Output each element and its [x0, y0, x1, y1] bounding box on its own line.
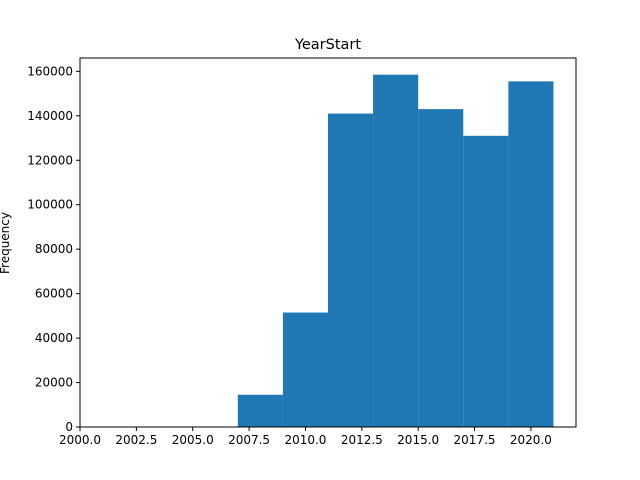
y-tick-label: 140000: [27, 109, 73, 123]
histogram-bar-4: [282, 312, 328, 427]
x-tick-label: 2005.0: [172, 433, 214, 447]
y-axis-label: Frequency: [0, 212, 12, 274]
y-tick-label: 60000: [35, 287, 73, 301]
histogram-bar-9: [508, 81, 554, 427]
x-axis-ticks: 2000.0 2002.5 2005.0 2007.5 2010.0 2012.5 2015…: [59, 427, 552, 447]
plot-frame: [79, 57, 577, 428]
x-tick-label: 2012.5: [341, 433, 383, 447]
y-tick-label: 20000: [35, 376, 73, 390]
x-tick-label: 2020.0: [510, 433, 552, 447]
y-axis-ticks: 0 20000 40000 60000 80000 100000 120000 140000 1…: [27, 64, 80, 434]
histogram-bar-8: [463, 135, 509, 427]
histogram-bar-6: [373, 74, 419, 427]
x-tick-label: 2007.5: [228, 433, 270, 447]
bars-group: [237, 74, 554, 428]
x-tick-label: 2015.0: [397, 433, 439, 447]
chart-title: YearStart: [294, 37, 361, 53]
y-tick-label: 40000: [35, 331, 73, 345]
y-tick-label: 0: [65, 420, 73, 434]
x-tick-label: 2017.5: [454, 433, 496, 447]
x-tick-label: 2010.0: [284, 433, 326, 447]
x-tick-label: 2002.5: [115, 433, 157, 447]
histogram-bar-5: [328, 113, 374, 427]
x-tick-label: 2000.0: [59, 433, 101, 447]
histogram-bar-7: [418, 109, 464, 428]
histogram-bar-3: [237, 394, 283, 427]
y-tick-label: 100000: [27, 198, 73, 212]
y-tick-label: 160000: [27, 64, 73, 78]
y-tick-label: 80000: [35, 242, 73, 256]
y-tick-label: 120000: [27, 153, 73, 167]
